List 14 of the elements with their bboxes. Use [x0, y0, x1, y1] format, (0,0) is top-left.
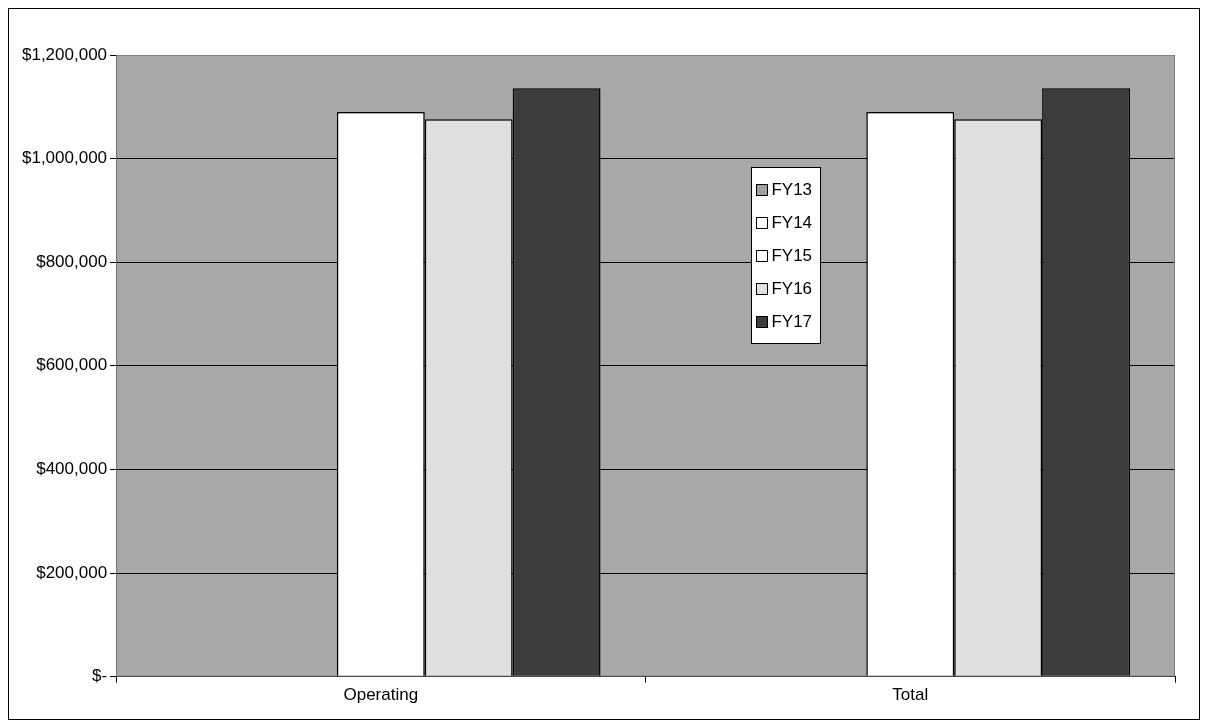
x-tick-label: Total [892, 685, 929, 705]
legend-label: FY13 [771, 180, 813, 201]
y-tick-label: $- [91, 666, 108, 686]
x-tick-label: Operating [343, 685, 419, 705]
y-tick-label: $800,000 [36, 251, 108, 271]
y-tick-label: $1,000,000 [21, 148, 108, 168]
y-tick-label: $200,000 [36, 562, 108, 582]
legend-label: FY17 [771, 312, 813, 333]
legend-label: FY16 [771, 279, 813, 300]
legend-label: FY15 [771, 246, 813, 267]
y-tick-label: $400,000 [36, 459, 108, 479]
y-tick-label: $600,000 [36, 355, 108, 375]
y-tick-label: $1,200,000 [21, 44, 108, 64]
legend-label: FY14 [771, 213, 813, 234]
